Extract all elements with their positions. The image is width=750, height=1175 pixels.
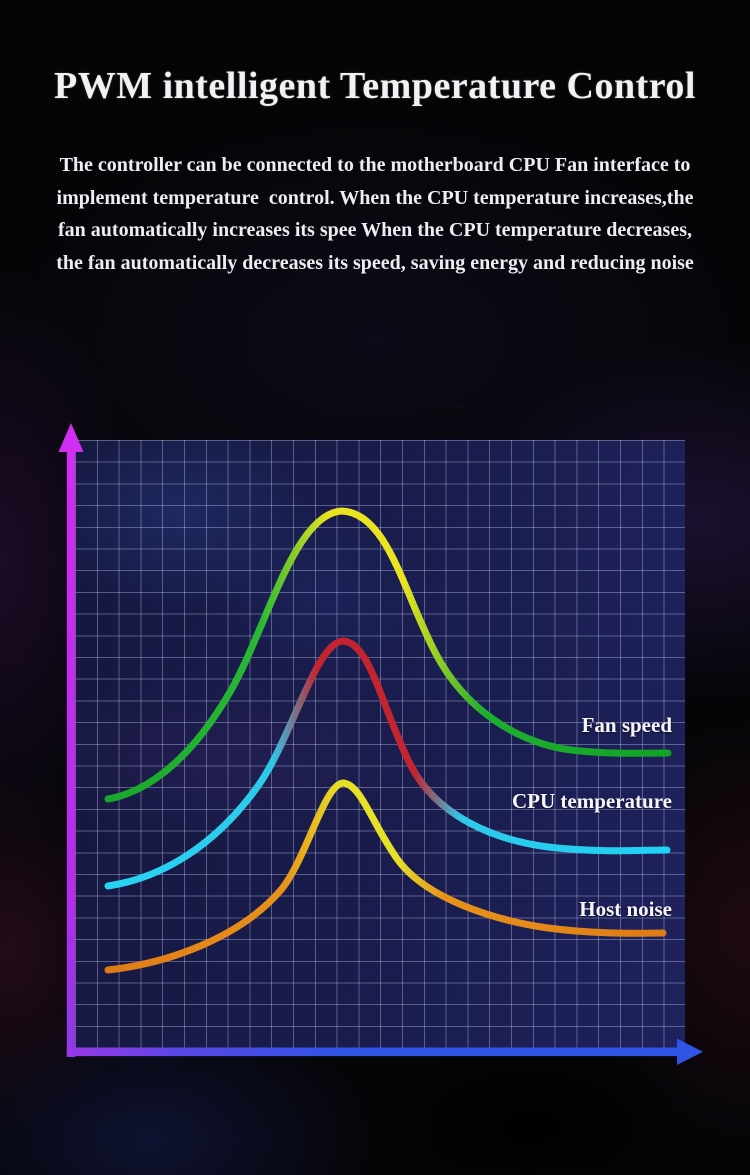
page-title: PWM intelligent Temperature Control bbox=[54, 65, 696, 107]
host-noise-label: Host noise bbox=[579, 897, 672, 921]
chart-grid bbox=[75, 440, 685, 1048]
description: The controller can be connected to the m… bbox=[25, 149, 725, 279]
description-line: The controller can be connected to the m… bbox=[59, 154, 691, 176]
description-line: implement temperature control. When the … bbox=[56, 186, 694, 209]
fan-speed-label: Fan speed bbox=[581, 713, 672, 737]
background-monitor-edge bbox=[112, 406, 472, 418]
cpu-temperature-label: CPU temperature bbox=[512, 789, 672, 813]
description-line: fan automatically increases its spee Whe… bbox=[58, 219, 692, 241]
description-line: the fan automatically decreases its spee… bbox=[56, 251, 694, 274]
background-foreground-silhouette bbox=[400, 1055, 660, 1175]
